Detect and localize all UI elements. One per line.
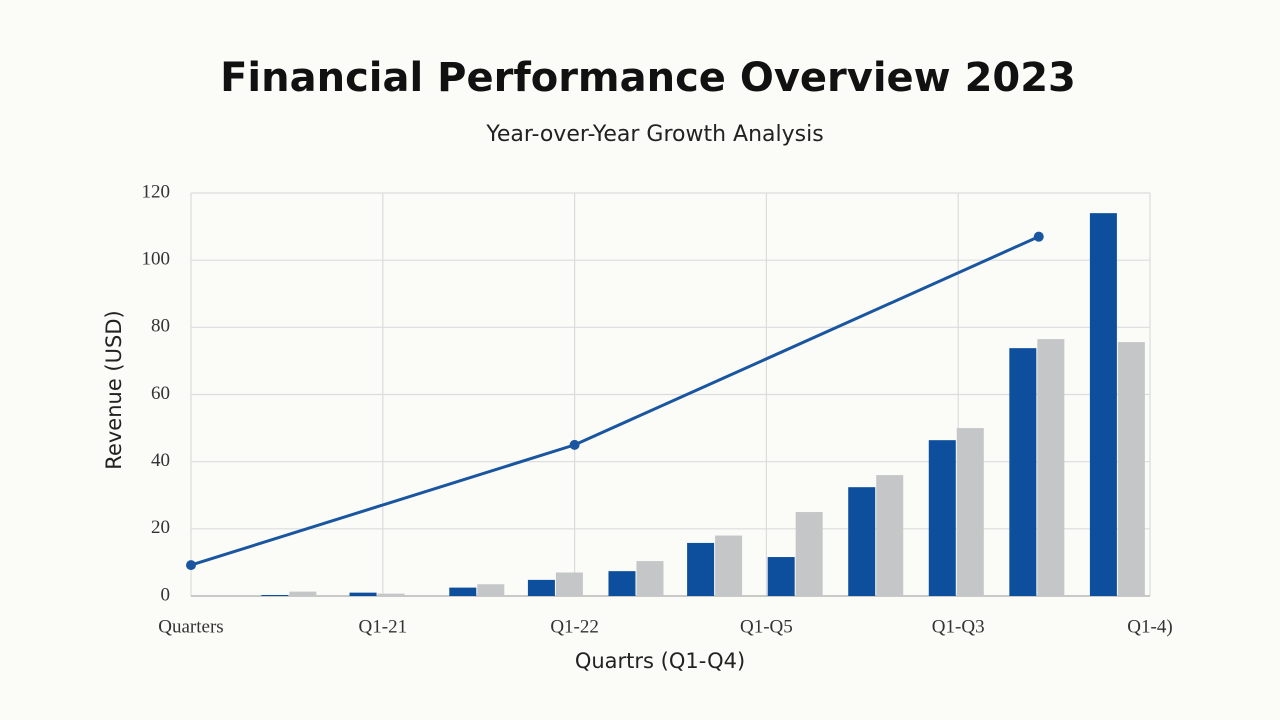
line-point	[186, 560, 196, 571]
bar	[848, 487, 876, 596]
bar	[767, 557, 795, 596]
x-tick-label: Quarters	[158, 616, 223, 637]
x-tick-label: Q1-Q5	[740, 616, 793, 637]
y-tick-label: 100	[142, 249, 171, 270]
bar	[261, 594, 289, 596]
line-point	[569, 439, 580, 450]
bar	[608, 571, 636, 596]
line-point	[1033, 231, 1044, 242]
bar	[555, 572, 583, 596]
bar	[715, 535, 743, 596]
bar	[527, 579, 555, 596]
bar	[636, 561, 664, 596]
bar	[377, 593, 405, 596]
bar	[876, 475, 904, 596]
y-tick-label: 40	[151, 450, 170, 471]
chart-subtitle: Year-over-Year Growth Analysis	[485, 122, 823, 147]
x-tick-label: Q1-4)	[1127, 616, 1172, 637]
plot-area: 0 20 40 60 80 100 120 Quarters Q1-21 Q1-22 Q1-Q5 Q1…	[142, 181, 1173, 637]
y-tick-label: 20	[151, 517, 170, 538]
bar	[477, 584, 505, 596]
bar	[956, 428, 984, 596]
line	[190, 235, 1040, 567]
x-tick-label: Q1-22	[550, 616, 599, 637]
x-tick-label: Q1-Q3	[932, 616, 985, 637]
y-tick-label: 120	[142, 181, 171, 202]
bar	[1037, 339, 1065, 596]
x-axis-label: Quartrs (Q1-Q4)	[575, 649, 745, 673]
x-tick-label: Q1-21	[359, 616, 408, 637]
y-tick-label: 80	[151, 316, 170, 337]
bar	[1117, 342, 1145, 596]
bar	[289, 591, 317, 596]
y-axis-label: Revenue (USD)	[102, 310, 126, 469]
bar	[1009, 348, 1037, 596]
y-tick-label: 0	[161, 584, 171, 605]
chart-title: Financial Performance Overview 2023	[220, 55, 1076, 101]
bar	[928, 440, 956, 596]
y-tick-label: 60	[151, 383, 170, 404]
bar	[687, 542, 715, 596]
bar	[449, 587, 477, 596]
bar	[795, 512, 823, 596]
bar	[1089, 213, 1117, 596]
bar	[349, 592, 377, 596]
